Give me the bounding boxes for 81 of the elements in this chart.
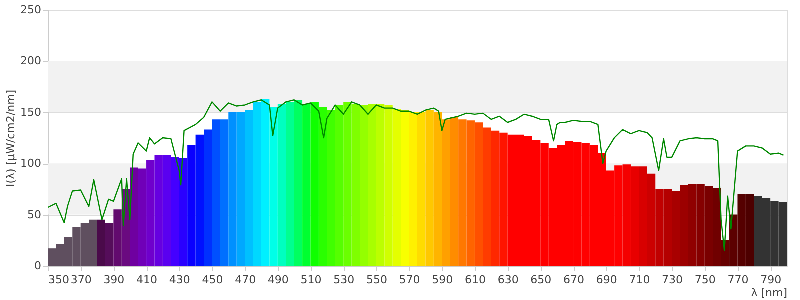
x-tick-label: 550 [366, 274, 388, 286]
x-tick-label: 450 [202, 274, 224, 286]
x-tick-label: 570 [399, 274, 420, 286]
bar [114, 210, 122, 266]
bar [392, 109, 402, 266]
bar [310, 102, 319, 266]
bar [335, 105, 344, 266]
x-tick-label: 730 [662, 274, 684, 286]
x-tick-label: 610 [464, 274, 486, 286]
line-series [48, 100, 784, 252]
bar [146, 160, 155, 266]
bar [466, 120, 475, 266]
bar [491, 130, 500, 266]
x-tick-label: 750 [694, 274, 716, 286]
bar [434, 112, 442, 266]
y-tick-label: 250 [20, 4, 42, 16]
bar [368, 104, 376, 266]
bar [344, 102, 352, 266]
y-tick-label: 100 [20, 157, 42, 170]
bar [458, 120, 467, 266]
bar [426, 110, 434, 266]
bar [212, 120, 220, 266]
bar [196, 134, 204, 266]
bar [384, 105, 393, 266]
x-tick-label: 630 [498, 274, 519, 286]
bar [138, 168, 147, 266]
x-tick-label: 790 [760, 274, 782, 286]
bar [270, 107, 278, 266]
x-tick-label: 650 [530, 274, 552, 286]
bar [318, 107, 328, 266]
y-axis-title: I(λ) [µW/cm2/nm] [4, 90, 18, 188]
bar [278, 104, 286, 266]
x-tick-label: 490 [268, 274, 289, 286]
bar [253, 102, 262, 266]
bar [401, 110, 410, 266]
y-tick-label: 200 [20, 54, 42, 68]
x-tick-label: 530 [334, 274, 355, 286]
bar [500, 132, 508, 266]
bar [245, 110, 254, 266]
bar [409, 112, 418, 266]
bar [474, 122, 484, 266]
x-tick-label: 670 [564, 274, 585, 286]
bar [418, 112, 426, 266]
x-tick-label: 350 [48, 274, 70, 286]
x-tick-label: 710 [629, 274, 650, 286]
bar [302, 104, 311, 266]
bar [188, 145, 196, 266]
bar [442, 120, 450, 266]
x-tick-label: 770 [728, 274, 749, 286]
bar [105, 222, 114, 266]
x-tick-label: 590 [432, 274, 454, 286]
bar [286, 102, 294, 266]
y-tick-label: 0 [34, 260, 42, 272]
y-tick-label: 50 [28, 208, 42, 222]
bar [352, 104, 360, 266]
bar [97, 220, 106, 266]
bar [376, 104, 385, 266]
x-tick-label: 690 [596, 274, 618, 286]
x-tick-label: 390 [104, 274, 125, 286]
x-tick-label: 430 [169, 274, 190, 286]
bar [204, 130, 212, 266]
x-tick-label: 370 [70, 274, 92, 286]
x-tick-label: 510 [300, 274, 322, 286]
x-tick-label: 470 [235, 274, 256, 286]
x-axis-title: λ [nm] [751, 286, 788, 300]
bar [236, 112, 246, 266]
bar [130, 168, 138, 266]
bar [450, 118, 459, 266]
bar [154, 155, 163, 266]
y-tick-label: 150 [20, 106, 42, 119]
bar [179, 158, 188, 266]
bar [220, 120, 229, 266]
bar [483, 128, 492, 266]
bar [294, 100, 303, 266]
bar [162, 155, 172, 266]
x-tick-label: 410 [136, 274, 158, 286]
bar [360, 105, 368, 266]
bar [171, 157, 180, 266]
bar [327, 110, 336, 266]
bar [228, 112, 237, 266]
bar [261, 99, 270, 266]
